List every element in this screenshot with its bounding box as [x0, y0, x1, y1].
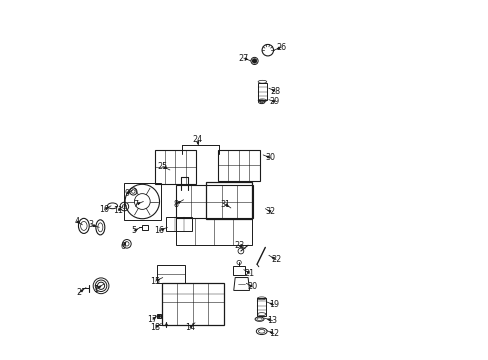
Text: 26: 26 [275, 43, 285, 52]
Bar [175, 185, 252, 218]
Text: 17: 17 [147, 315, 158, 324]
Bar [233, 266, 244, 275]
Bar [156, 265, 184, 283]
Bar [176, 219, 251, 245]
Text: 5: 5 [131, 226, 136, 235]
Bar [257, 298, 265, 316]
Text: 1: 1 [93, 285, 98, 294]
Text: 19: 19 [268, 300, 278, 309]
Text: 7: 7 [133, 200, 139, 209]
Bar [142, 225, 148, 230]
Text: 3: 3 [88, 220, 93, 229]
Text: 9: 9 [124, 189, 129, 198]
Text: 31: 31 [221, 200, 230, 209]
Text: 11: 11 [113, 206, 123, 215]
Text: 21: 21 [244, 269, 254, 278]
Text: 8: 8 [173, 200, 178, 209]
Text: 28: 28 [269, 86, 280, 95]
Text: 22: 22 [270, 255, 281, 264]
Text: 2: 2 [76, 288, 81, 297]
Text: 24: 24 [192, 135, 203, 144]
Bar [205, 182, 252, 219]
Text: 20: 20 [247, 282, 257, 291]
Bar [123, 183, 161, 220]
Text: 10: 10 [100, 205, 109, 214]
Bar [157, 314, 161, 319]
Circle shape [252, 59, 256, 63]
Bar [217, 150, 260, 181]
Text: 29: 29 [269, 97, 280, 106]
Text: 4: 4 [74, 217, 79, 226]
Text: 15: 15 [150, 276, 160, 285]
Text: 32: 32 [264, 207, 275, 216]
Circle shape [158, 315, 160, 318]
Text: 14: 14 [184, 323, 195, 332]
Text: 16: 16 [154, 226, 164, 235]
Text: 6: 6 [121, 242, 125, 251]
Bar [162, 283, 223, 325]
Bar [166, 217, 192, 231]
Bar [258, 83, 266, 100]
Text: 23: 23 [234, 241, 244, 250]
Text: 18: 18 [150, 323, 160, 332]
Text: 27: 27 [238, 54, 248, 63]
Text: 25: 25 [157, 162, 167, 171]
Bar [155, 150, 196, 184]
Text: 13: 13 [267, 316, 277, 325]
Text: 30: 30 [265, 153, 275, 162]
Text: 12: 12 [268, 329, 278, 338]
